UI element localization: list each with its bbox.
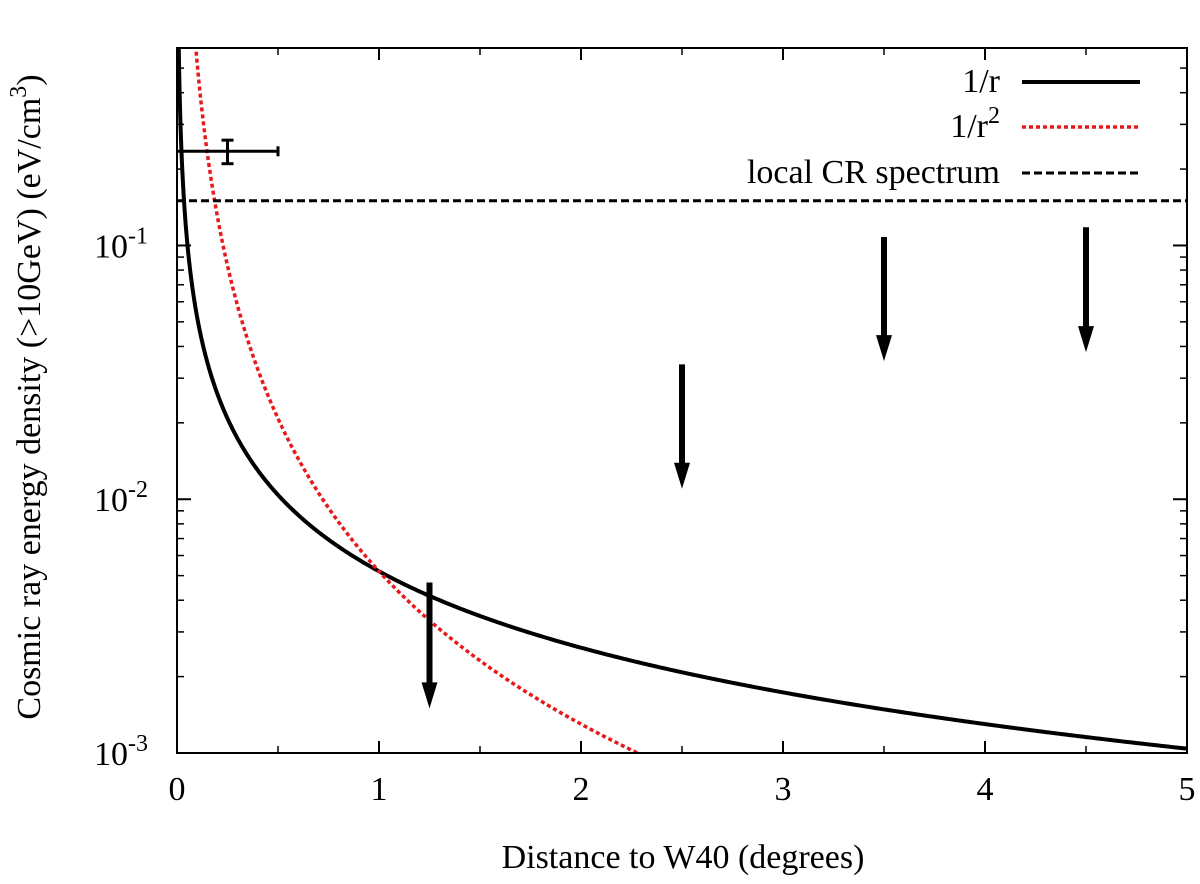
data-markers [177,138,1094,709]
upper-limit-arrowhead-3 [1078,326,1094,353]
legend-label-0: 1/r [962,63,1000,100]
y-tick-exponent: -1 [128,223,148,249]
y-axis-title-close: ) [11,74,48,85]
tick-labels: 0 1 2 3 4 510-310-210-1 [94,223,1196,808]
x-tick-label: 4 [977,771,994,808]
y-tick-label: 10-2 [94,477,148,519]
legend-label-1: 1/r2 [950,103,1000,145]
y-tick-label: 10-1 [94,223,148,265]
upper-limit-arrowhead-2 [876,335,892,362]
x-tick-label: 0 [169,771,186,808]
legend-label-exponent: 2 [988,103,1000,129]
legend-label-text: local CR spectrum [747,154,1000,191]
y-tick-base: 10 [94,482,128,519]
x-tick-label: 3 [775,771,792,808]
y-tick-base: 10 [94,228,128,265]
y-axis-title-main: Cosmic ray energy density (>10GeV) (eV/c… [11,98,48,720]
legend-label-2: local CR spectrum [747,154,1000,191]
curves [177,48,1187,753]
plot-frame [176,47,1188,754]
series-line-1-r-2 [194,48,642,753]
x-tick-label: 1 [371,771,388,808]
y-tick-label: 10-3 [94,731,148,773]
legend-label-text: 1/r [950,108,988,145]
y-axis-title-exponent: 3 [6,86,32,98]
upper-limit-arrowhead-0 [421,682,438,709]
y-tick-base: 10 [94,736,128,773]
upper-limit-arrowhead-1 [674,462,690,489]
x-axis-title: Distance to W40 (degrees) [502,839,865,876]
y-tick-exponent: -3 [128,731,148,757]
y-axis-title: Cosmic ray energy density (>10GeV) (eV/c… [6,74,48,719]
x-tick-label: 2 [573,771,590,808]
y-tick-exponent: -2 [128,477,148,503]
x-tick-label: 5 [1179,771,1196,808]
legend-label-text: 1/r [962,63,1000,100]
series-line-1-r [177,48,1187,751]
